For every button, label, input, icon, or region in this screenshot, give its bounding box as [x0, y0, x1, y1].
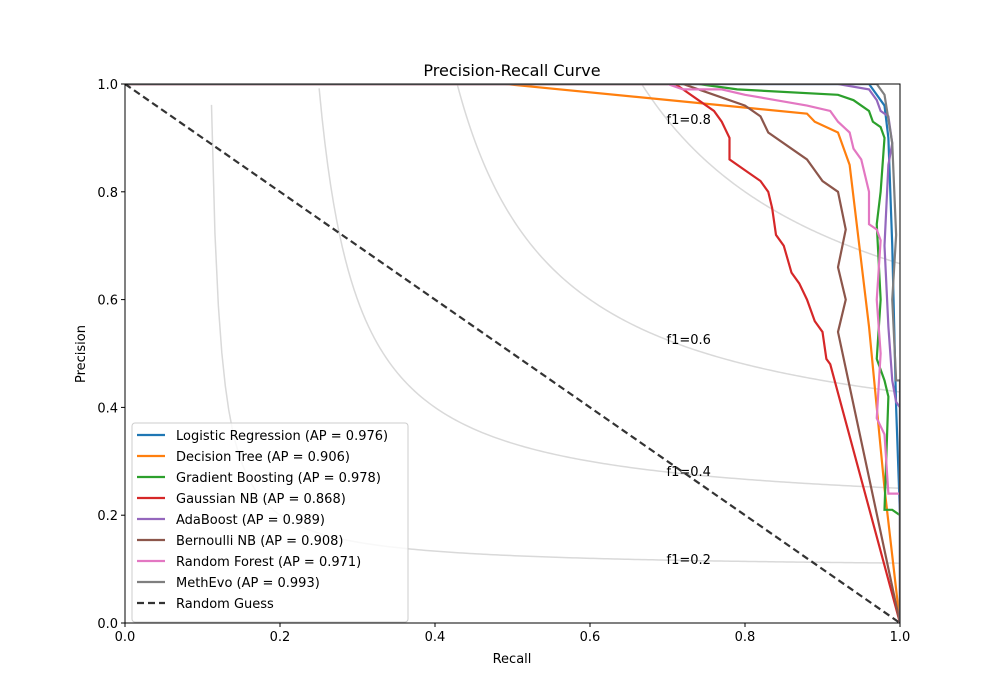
legend-label: Bernoulli NB (AP = 0.908): [176, 534, 343, 549]
x-tick-label: 0.8: [735, 630, 756, 645]
series-line: [125, 84, 900, 623]
iso-f1-label: f1=0.4: [667, 465, 711, 480]
y-tick-label: 0.6: [97, 294, 118, 309]
series-line: [125, 84, 900, 623]
y-axis-ticks: 0.0 0.2 0.4 0.6 0.8 1.0: [97, 78, 125, 632]
series-line: [125, 84, 900, 623]
y-tick-label: 0.4: [97, 401, 118, 416]
iso-f1-curve: [318, 88, 900, 489]
legend-label: MethEvo (AP = 0.993): [176, 576, 320, 591]
y-axis-title: Precision: [74, 325, 89, 383]
iso-f1-curve: [456, 85, 900, 393]
legend-label: Random Forest (AP = 0.971): [176, 555, 361, 570]
legend-box: [131, 422, 409, 623]
legend-label: Logistic Regression (AP = 0.976): [176, 429, 388, 444]
y-tick-label: 0.2: [97, 509, 118, 524]
x-tick-label: 0.2: [270, 630, 291, 645]
series-line: [125, 84, 900, 623]
legend-label: Decision Tree (AP = 0.906): [176, 450, 350, 465]
x-tick-label: 0.0: [115, 630, 136, 645]
iso-f1-label: f1=0.8: [667, 113, 711, 128]
series-line: [125, 84, 900, 623]
chart-title: Precision-Recall Curve: [423, 61, 600, 80]
iso-f1-label: f1=0.2: [667, 553, 711, 568]
legend-label: Gaussian NB (AP = 0.868): [176, 492, 346, 507]
legend-label: Gradient Boosting (AP = 0.978): [176, 471, 381, 486]
series-line: [125, 84, 900, 623]
iso-f1-labels: f1=0.2 f1=0.4 f1=0.6 f1=0.8: [667, 113, 711, 568]
y-tick-label: 1.0: [97, 78, 118, 93]
x-tick-label: 0.6: [580, 630, 601, 645]
iso-f1-label: f1=0.6: [667, 333, 711, 348]
series-line: [125, 84, 900, 623]
legend-label: AdaBoost (AP = 0.989): [176, 513, 325, 528]
iso-f1-curve: [641, 84, 900, 265]
series-line: [125, 84, 900, 623]
legend-label: Random Guess: [176, 597, 274, 612]
plot-frame: [124, 83, 901, 624]
y-tick-label: 0.0: [97, 617, 118, 632]
x-tick-label: 1.0: [890, 630, 911, 645]
y-tick-label: 0.8: [97, 186, 118, 201]
legend: Logistic Regression (AP = 0.976) Decision…: [131, 422, 409, 623]
series-lines: [125, 84, 900, 623]
series-line: [125, 84, 900, 623]
x-axis-title: Recall: [493, 652, 532, 667]
x-tick-label: 0.4: [425, 630, 446, 645]
x-axis-ticks: 0.0 0.2 0.4 0.6 0.8 1.0: [115, 623, 911, 645]
